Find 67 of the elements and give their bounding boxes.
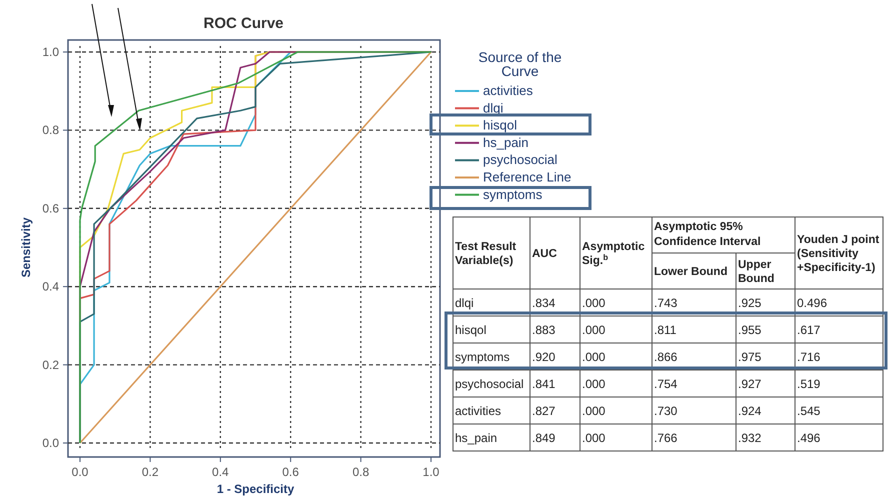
y-tick-label: 0.2	[42, 358, 60, 372]
text: .849	[532, 431, 556, 445]
text: .827	[532, 404, 556, 418]
category-label: hs_pain	[455, 431, 498, 445]
text: .000	[582, 404, 606, 418]
text: .519	[797, 377, 820, 391]
category-label: symptoms	[455, 350, 510, 364]
legend-label: Reference Line	[483, 170, 572, 184]
category-label: Youden J point (Sensitivity +Specificity-1)	[797, 234, 880, 274]
category-label: Upper Bound	[738, 259, 774, 285]
text: Asymptotic 95% Confidence Interval	[654, 221, 761, 248]
text: .754	[654, 377, 678, 391]
line-series	[79, 51, 432, 444]
category-label: Test Result Variable(s)	[455, 241, 516, 267]
x-axis-title: 1 - Specificity	[216, 482, 294, 496]
category-label: Lower Bound	[654, 266, 728, 278]
legend-label: hs_pain	[483, 134, 529, 150]
x-tick-label: 0.8	[352, 465, 370, 479]
text: .841	[532, 377, 556, 391]
y-tick-label: 0.6	[42, 201, 60, 216]
text: .000	[582, 431, 606, 445]
y-tick-label: 0.8	[42, 123, 60, 138]
text: .925	[738, 296, 762, 310]
text: .866	[654, 350, 678, 364]
text: .811	[654, 323, 676, 337]
legend-label: symptoms	[483, 186, 543, 202]
text: .924	[738, 404, 762, 418]
category-label: activities	[455, 404, 502, 418]
text: .927	[738, 377, 762, 391]
text: .932	[738, 431, 762, 445]
y-tick-label: 0.0	[42, 436, 60, 450]
legend-label: dlqi	[483, 100, 504, 116]
text: .834	[532, 296, 556, 310]
legend-label: psychosocial	[483, 152, 558, 168]
text: .000	[582, 323, 606, 337]
y-tick-label: 1.0	[42, 45, 60, 59]
text: .496	[797, 431, 820, 445]
y-tick-label: 0.4	[42, 280, 60, 294]
text: .955	[738, 323, 762, 337]
text: .766	[654, 431, 678, 445]
category-label: hisqol	[455, 323, 486, 337]
text: .545	[797, 404, 820, 418]
text: .975	[738, 350, 762, 364]
text: .716	[797, 350, 820, 364]
category-label: psychosocial	[455, 377, 524, 391]
text: .883	[532, 323, 556, 337]
text: .730	[654, 404, 678, 418]
legend-label: activities	[483, 83, 534, 98]
x-tick-label: 0.2	[142, 465, 159, 479]
x-tick-label: 1.0	[422, 465, 440, 479]
text: .000	[582, 377, 606, 391]
chart-title: ROC Curve	[203, 15, 284, 32]
category-label: AUC	[532, 248, 557, 260]
legend-title: Source of the Curve	[478, 49, 562, 79]
x-tick-label: 0.6	[282, 465, 300, 479]
y-axis-title: Sensitivity	[19, 217, 33, 278]
legend-label: hisqol	[483, 118, 518, 133]
text: 0.496	[797, 296, 828, 310]
category-label: dlqi	[455, 296, 474, 310]
text: .920	[532, 350, 556, 364]
text: .000	[582, 296, 606, 310]
text: .743	[654, 296, 678, 310]
x-tick-label: 0.0	[72, 465, 89, 479]
x-tick-label: 0.4	[212, 465, 230, 479]
text: .000	[582, 350, 606, 364]
category-label: Asymptotic Sig.$^{b}$	[582, 241, 646, 267]
text: .617	[797, 323, 820, 337]
